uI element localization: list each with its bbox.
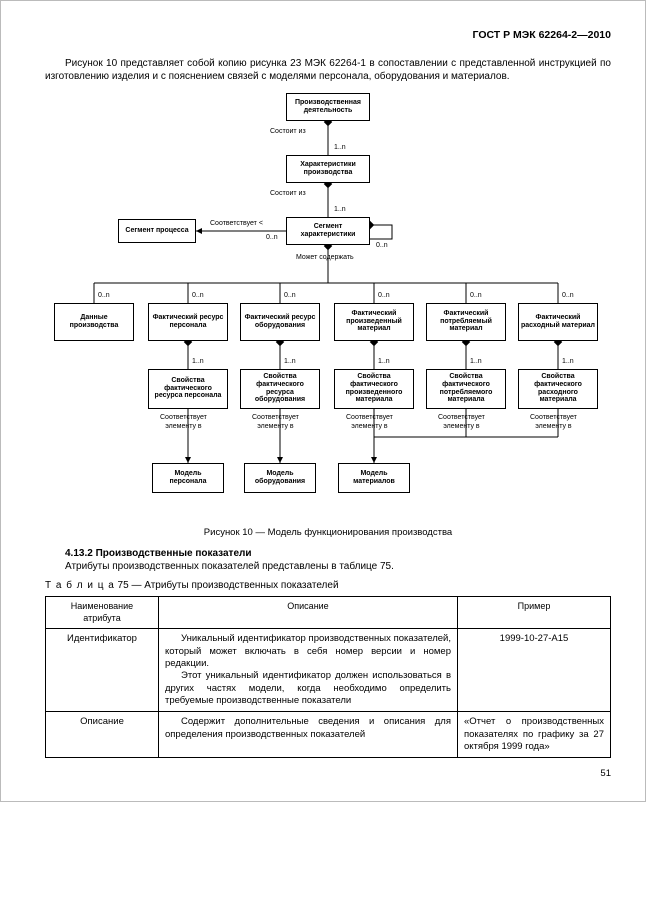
page-number: 51 (45, 768, 611, 780)
mult-0n-r4: 0..n (378, 291, 390, 300)
table-caption: Т а б л и ц а 75 — Атрибуты производстве… (45, 579, 611, 592)
mult-1n-1: 1..n (334, 143, 346, 152)
table-row: Идентификатор Уникальный идентификатор п… (46, 629, 611, 712)
cell-name: Описание (46, 712, 159, 758)
doc-header: ГОСТ Р МЭК 62264-2—2010 (45, 29, 611, 43)
page: ГОСТ Р МЭК 62264-2—2010 Рисунок 10 предс… (0, 0, 646, 802)
node-production-activity: Производственная деятельность (286, 93, 370, 121)
node-actual-consumable: Фактический расходный материал (518, 303, 598, 341)
node-process-segment: Сегмент процесса (118, 219, 196, 243)
label-corr-elem-5: Соответствует элементу в (530, 413, 577, 431)
node-props-consumable: Свойства фактического расходного материа… (518, 369, 598, 409)
mult-0n-r5: 0..n (470, 291, 482, 300)
mult-1n-p3: 1..n (284, 357, 296, 366)
mult-0n-self: 0..n (376, 241, 388, 250)
node-props-produced: Свойства фактического произведенного мат… (334, 369, 414, 409)
node-actual-consumed: Фактический потребляемый материал (426, 303, 506, 341)
section-title: Производственные показатели (96, 548, 252, 559)
section-number: 4.13.2 (65, 548, 93, 559)
intro-paragraph: Рисунок 10 представляет собой копию рису… (45, 57, 611, 83)
cell-desc: Уникальный идентификатор производственны… (159, 629, 458, 712)
mult-0n-r3: 0..n (284, 291, 296, 300)
node-model-equipment: Модель оборудования (244, 463, 316, 493)
th-name: Наименование атрибута (46, 596, 159, 628)
node-production-data: Данные производства (54, 303, 134, 341)
label-corr-elem-3: Соответствует элементу в (346, 413, 393, 431)
label-corr-elem-1: Соответствует элементу в (160, 413, 207, 431)
cell-example: 1999-10-27-A15 (458, 629, 611, 712)
mult-0n-seg: 0..n (266, 233, 278, 242)
node-actual-equipment: Фактический ресурс оборудования (240, 303, 320, 341)
section-heading: 4.13.2 Производственные показатели (65, 547, 611, 560)
node-actual-personnel: Фактический ресурс персонала (148, 303, 228, 341)
table-row: Описание Содержит дополнительные сведени… (46, 712, 611, 758)
node-actual-produced: Фактический произведенный материал (334, 303, 414, 341)
mult-0n-r1: 0..n (98, 291, 110, 300)
cell-desc-p1: Содержит дополнительные сведения и описа… (165, 716, 451, 739)
mult-1n-p4: 1..n (378, 357, 390, 366)
intro-text: Рисунок 10 представляет собой копию рису… (45, 58, 611, 82)
figure-caption: Рисунок 10 — Модель функционирования про… (45, 527, 611, 539)
section-body: Атрибуты производственных показателей пр… (65, 560, 611, 573)
label-consists-of-2: Состоит из (270, 189, 306, 198)
th-desc: Описание (159, 596, 458, 628)
mult-1n-p6: 1..n (562, 357, 574, 366)
node-characteristic-segment: Сегмент характеристики (286, 217, 370, 245)
table-75: Наименование атрибута Описание Пример Ид… (45, 596, 611, 758)
label-corr-elem-2: Соответствует элементу в (252, 413, 299, 431)
cell-desc-p1: Уникальный идентификатор производственны… (165, 633, 451, 669)
mult-1n-2: 1..n (334, 205, 346, 214)
node-model-materials: Модель материалов (338, 463, 410, 493)
node-props-personnel: Свойства фактического ресурса персонала (148, 369, 228, 409)
node-model-personnel: Модель персонала (152, 463, 224, 493)
node-props-equipment: Свойства фактического ресурса оборудован… (240, 369, 320, 409)
label-corresponds: Соответствует < (210, 219, 263, 228)
cell-name: Идентификатор (46, 629, 159, 712)
table-caption-word: Т а б л и ц а (45, 580, 115, 591)
node-production-characteristics: Характеристики производства (286, 155, 370, 183)
table-caption-rest: 75 — Атрибуты производственных показател… (115, 580, 339, 591)
mult-0n-r6: 0..n (562, 291, 574, 300)
mult-0n-r2: 0..n (192, 291, 204, 300)
node-props-consumed: Свойства фактического потребляемого мате… (426, 369, 506, 409)
cell-desc-p2: Этот уникальный идентификатор должен исп… (165, 670, 451, 706)
cell-desc: Содержит дополнительные сведения и описа… (159, 712, 458, 758)
label-may-contain: Может содержать (296, 253, 354, 262)
mult-1n-p5: 1..n (470, 357, 482, 366)
th-example: Пример (458, 596, 611, 628)
table-header-row: Наименование атрибута Описание Пример (46, 596, 611, 628)
cell-example: «Отчет о производственных показателях по… (458, 712, 611, 758)
label-consists-of-1: Состоит из (270, 127, 306, 136)
figure-10-diagram: Производственная деятельность Состоит из… (48, 93, 608, 523)
label-corr-elem-4: Соответствует элементу в (438, 413, 485, 431)
mult-1n-p2: 1..n (192, 357, 204, 366)
